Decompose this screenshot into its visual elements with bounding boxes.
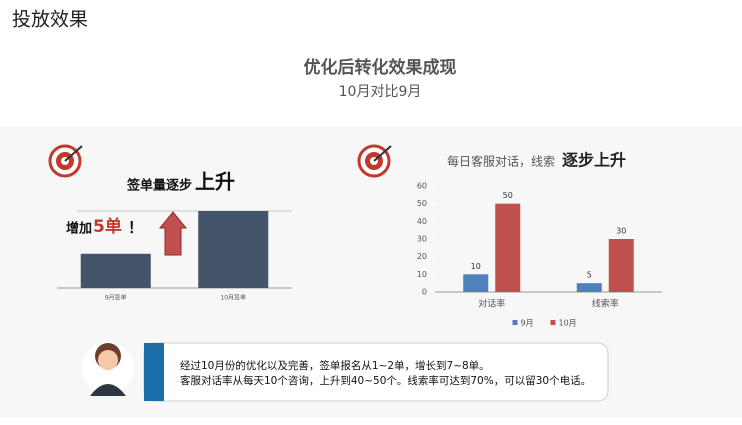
legend-swatch [550,320,556,325]
y-tick-label: 50 [417,199,427,208]
y-tick-label: 20 [417,252,427,261]
x-tick-label: 线索率 [592,298,619,310]
slide-subtitle: 10月对比9月 [339,84,422,100]
legend-label: 9月 [521,319,534,328]
note-line: 经过10月份的优化以及完善，签单报名从1~2单，增长到7~8单。 [180,359,490,372]
avatar [82,342,134,396]
y-tick-label: 60 [417,182,427,191]
legend-label: 10月 [559,319,577,328]
bar [576,283,602,292]
y-tick-label: 40 [417,217,427,226]
chart-title: 签单量逐步 [126,178,192,194]
y-tick-label: 0 [422,288,427,297]
slide-title: 优化后转化效果成现 [304,57,457,78]
bar [80,253,151,288]
bar [463,274,489,292]
bar [495,203,521,292]
bar [608,239,634,292]
x-tick-label: 对话率 [478,298,505,310]
note-stripe [144,343,164,401]
x-tick-label: 9月签单 [105,294,127,302]
annotation-highlight: 5单 [93,216,122,237]
target-icon [48,144,83,178]
rise-arrow [158,211,188,256]
bar [198,211,269,288]
annotation: ！ [128,219,143,237]
target-icon [357,144,392,178]
header-title: 投放效果 [12,9,88,31]
note-box [143,342,609,402]
legend-swatch [512,320,518,325]
chart-title: 每日客服对话，线索 [447,154,555,169]
note-line: 客服对话率从每天10个咨询，上升到40~50个。线索率可达到70%，可以留30个… [180,374,591,387]
x-tick-label: 10月签单 [220,294,246,302]
y-tick-label: 30 [417,235,427,244]
y-tick-label: 10 [417,270,427,279]
chart-title-emphasis: 上升 [195,170,235,194]
data-label: 30 [616,227,626,236]
data-label: 5 [587,271,592,280]
chart-title-emphasis: 逐步上升 [562,151,626,170]
data-label: 50 [503,191,513,200]
data-label: 10 [471,262,481,271]
annotation: 增加 [66,221,92,237]
